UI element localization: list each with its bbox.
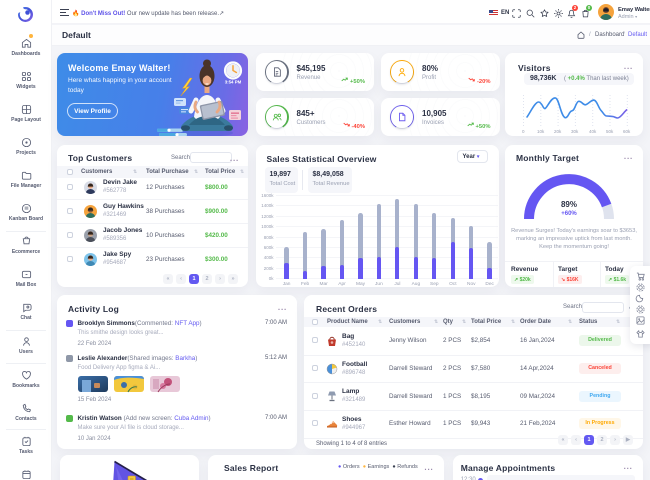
svg-text:3:54 PM: 3:54 PM — [225, 80, 242, 85]
